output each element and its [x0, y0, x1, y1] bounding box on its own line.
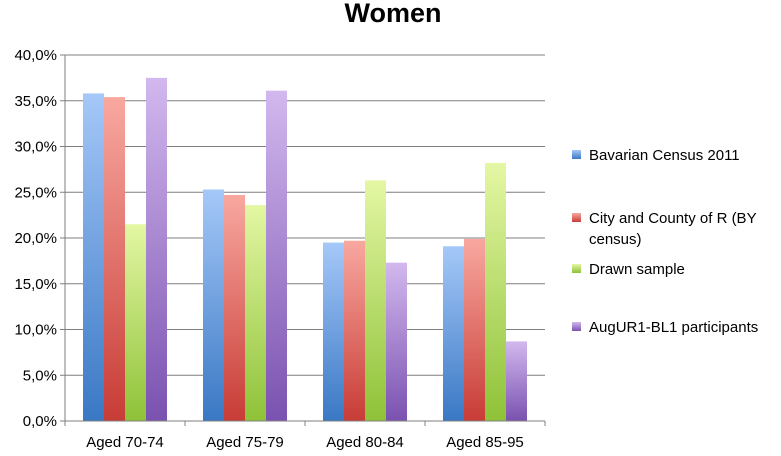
- bar-3-4: [485, 162, 506, 421]
- x-tick-label: Aged 75-79: [206, 434, 284, 451]
- bar-2-2: [224, 194, 245, 421]
- y-tick-label: 35,0%: [14, 93, 57, 110]
- x-tick-label: Aged 85-95: [446, 434, 524, 451]
- y-tick-label: 15,0%: [14, 276, 57, 293]
- bar-1-2: [203, 189, 224, 421]
- y-tick-label: 20,0%: [14, 230, 57, 247]
- bar-2-3: [344, 240, 365, 421]
- bar-1-4: [443, 246, 464, 421]
- legend-label-3: Drawn sample: [589, 261, 685, 278]
- bar-4-3: [386, 262, 407, 421]
- bar-3-2: [245, 205, 266, 421]
- x-tick-label: Aged 80-84: [326, 434, 404, 451]
- legend-swatch-4: [572, 322, 581, 331]
- bar-4-2: [266, 90, 287, 421]
- bar-4-4: [506, 341, 527, 421]
- legend-label-1: Bavarian Census 2011: [589, 147, 740, 164]
- bar-2-4: [464, 238, 485, 421]
- legend-label-4: AugUR1-BL1 participants: [589, 319, 758, 336]
- legend-label-2: City and County of R (BY census): [589, 210, 757, 248]
- chart-title: Women: [344, 0, 441, 28]
- y-tick-label: 25,0%: [14, 184, 57, 201]
- bar-1-3: [323, 242, 344, 421]
- y-tick-label: 30,0%: [14, 139, 57, 156]
- legend-swatch-2: [572, 213, 581, 222]
- y-tick-label: 40,0%: [14, 47, 57, 64]
- bar-1-1: [83, 93, 104, 422]
- legend-swatch-1: [572, 150, 581, 159]
- y-tick-label: 10,0%: [14, 322, 57, 339]
- y-tick-label: 5,0%: [23, 367, 57, 384]
- x-tick-label: Aged 70-74: [86, 434, 164, 451]
- bar-2-1: [104, 97, 125, 421]
- bar-3-3: [365, 180, 386, 421]
- y-tick-label: 0,0%: [23, 413, 57, 430]
- bar-4-1: [146, 77, 167, 421]
- legend-swatch-3: [572, 264, 581, 273]
- bar-3-1: [125, 224, 146, 421]
